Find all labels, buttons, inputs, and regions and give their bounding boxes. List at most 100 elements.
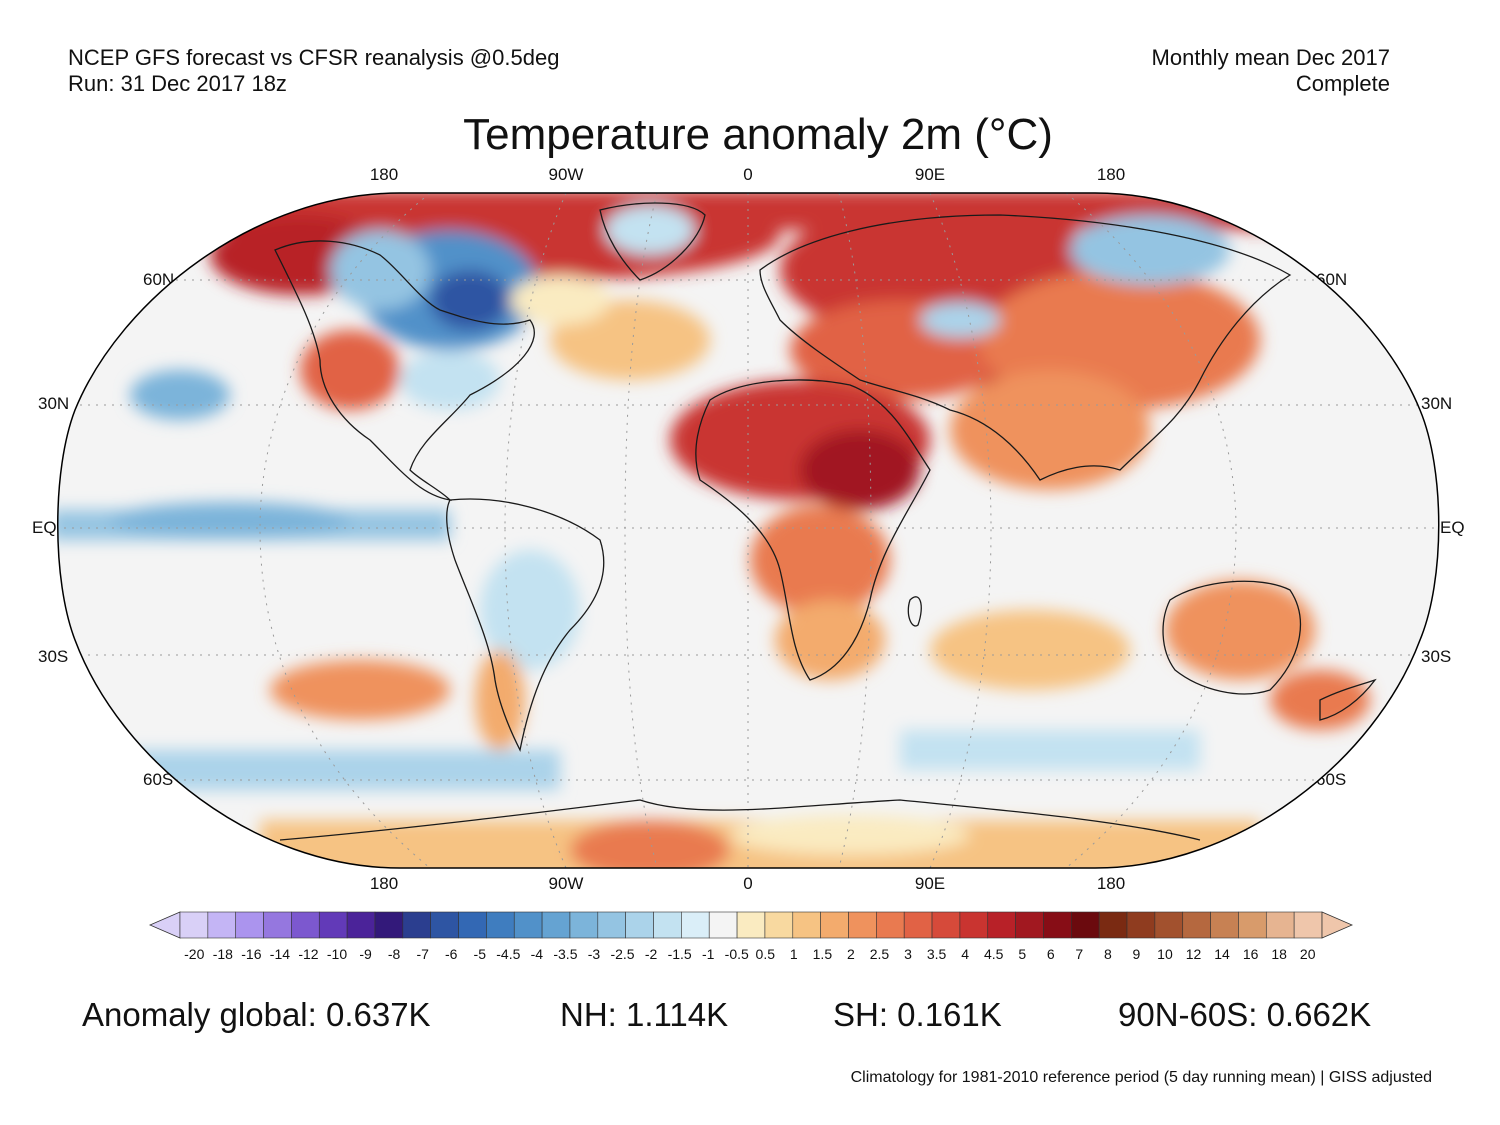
lat-label-eq-right: EQ bbox=[1440, 518, 1465, 537]
meridian-90w bbox=[504, 193, 567, 868]
lat-label-30s-left: 30S bbox=[38, 647, 69, 666]
labrador-sea-warm bbox=[510, 275, 610, 325]
lon-label-90w-bottom: 90W bbox=[548, 874, 584, 893]
meridian-45e bbox=[838, 193, 872, 868]
colorbar-tick: 14 bbox=[1214, 946, 1230, 962]
colorbar-box bbox=[1238, 911, 1267, 939]
lon-label-180e-top: 180 bbox=[1096, 165, 1126, 184]
colorbar-tick: 2 bbox=[847, 946, 855, 962]
hudson-very-cold bbox=[430, 270, 510, 330]
colorbar-tick: 3.5 bbox=[926, 946, 947, 962]
la-nina-core bbox=[110, 502, 350, 538]
graticule bbox=[57, 193, 1439, 868]
meridian-45w bbox=[624, 193, 658, 868]
australia-warm bbox=[1165, 580, 1315, 680]
colorbar-tick: 18 bbox=[1271, 946, 1287, 962]
colorbar-box bbox=[235, 911, 264, 939]
south-africa-warm bbox=[775, 600, 885, 680]
eurasia-coast bbox=[759, 214, 1292, 481]
colorbar-tick: 4 bbox=[961, 946, 970, 962]
lat-label-30s-right: 30S bbox=[1421, 647, 1452, 666]
colorbar-box bbox=[541, 911, 571, 939]
colorbar-tick: 20 bbox=[1299, 946, 1316, 962]
meridian-90e bbox=[929, 193, 992, 868]
colorbar-tick: -14 bbox=[269, 946, 291, 962]
colorbar-tick: -8 bbox=[387, 946, 401, 962]
map-frame bbox=[57, 192, 1440, 869]
coastlines bbox=[274, 202, 1377, 841]
lat-label-eq-left: EQ bbox=[32, 518, 57, 537]
colorbar-box bbox=[597, 911, 626, 939]
colorbar-tick: 16 bbox=[1242, 946, 1259, 962]
colorbar-tick: -1.5 bbox=[667, 946, 692, 962]
period-label: Monthly mean Dec 2017 bbox=[1151, 45, 1390, 70]
temperature-anomaly-map bbox=[57, 192, 1440, 869]
colorbar-box bbox=[1182, 911, 1211, 939]
lon-label-90e-top: 90E bbox=[914, 165, 946, 184]
colorbar-tick: 1.5 bbox=[812, 946, 833, 962]
colorbar-box bbox=[1015, 911, 1044, 939]
colorbar-tick: 12 bbox=[1185, 946, 1202, 962]
western-us-warm bbox=[300, 330, 400, 410]
colorbar-tick: 0.5 bbox=[755, 946, 775, 962]
colorbar-box bbox=[318, 911, 348, 939]
colorbar-tick: -4 bbox=[530, 946, 544, 962]
colorbar-box bbox=[876, 911, 905, 939]
lat-label-30n-left: 30N bbox=[38, 394, 70, 413]
north-pacific-cold bbox=[130, 370, 230, 420]
map-title: Temperature anomaly 2m (°C) bbox=[463, 110, 1053, 159]
colorbar-box bbox=[402, 911, 431, 939]
colorbar-tick: -2 bbox=[644, 946, 658, 962]
eastern-us-cool bbox=[400, 350, 500, 410]
india-warm bbox=[950, 370, 1150, 490]
lon-label-90w-top: 90W bbox=[548, 165, 584, 184]
madagascar-coast bbox=[907, 596, 922, 627]
colorbar-arrow-low bbox=[148, 911, 181, 939]
colorbar-box bbox=[903, 911, 933, 939]
south-pacific-warm bbox=[270, 660, 450, 720]
colorbar-box bbox=[1098, 911, 1128, 939]
kazakh-cool bbox=[920, 302, 1000, 338]
south-america-cool bbox=[480, 550, 580, 670]
colorbar-tick: -16 bbox=[241, 946, 262, 962]
lon-label-0-bottom: 0 bbox=[743, 874, 753, 893]
colorbar-tick: -7 bbox=[416, 946, 429, 962]
colorbar-tick: 5 bbox=[1018, 946, 1027, 962]
colorbar-box bbox=[653, 911, 682, 939]
lat-label-60s-left: 60S bbox=[143, 770, 174, 789]
colorbar-tick: -3.5 bbox=[553, 946, 578, 962]
colorbar-tick: 1 bbox=[789, 946, 798, 962]
colorbar-box bbox=[681, 911, 710, 939]
colorbar-tick: -4.5 bbox=[496, 946, 521, 962]
greenland-cool bbox=[605, 205, 695, 255]
colorbar-tick: -6 bbox=[444, 946, 458, 962]
yukon-cool bbox=[330, 230, 430, 310]
colorbar-box bbox=[1293, 911, 1323, 939]
stat-global: Anomaly global: 0.637K bbox=[82, 996, 431, 1033]
east-siberia-cool bbox=[1070, 215, 1230, 285]
colorbar-box bbox=[263, 911, 292, 939]
colorbar-tick: -10 bbox=[326, 946, 348, 962]
north-america-coast bbox=[274, 240, 535, 501]
colorbar-box bbox=[1154, 911, 1184, 939]
colorbar-box bbox=[1210, 911, 1239, 939]
colorbar-tick: -1 bbox=[701, 946, 715, 962]
colorbar-tick: -9 bbox=[359, 946, 372, 962]
colorbar bbox=[148, 911, 1354, 939]
antarctica-coast bbox=[279, 799, 1201, 841]
colorbar-box bbox=[430, 911, 459, 939]
colorbar-boxes bbox=[148, 911, 1354, 939]
new-zealand-coast bbox=[1319, 678, 1377, 721]
colorbar-box bbox=[1071, 911, 1100, 939]
east-antarctica-warm bbox=[730, 815, 970, 855]
meridian-135w bbox=[259, 193, 431, 868]
lon-label-90e-bottom: 90E bbox=[914, 874, 946, 893]
colorbar-box bbox=[820, 911, 849, 939]
australia-coast bbox=[1162, 580, 1302, 695]
colorbar-tick: 10 bbox=[1157, 946, 1173, 962]
lat-label-30n-right: 30N bbox=[1421, 394, 1453, 413]
colorbar-box bbox=[207, 911, 237, 939]
indian-ocean-warm bbox=[930, 610, 1130, 690]
colorbar-box bbox=[179, 911, 209, 939]
colorbar-tick: 7 bbox=[1075, 946, 1084, 962]
